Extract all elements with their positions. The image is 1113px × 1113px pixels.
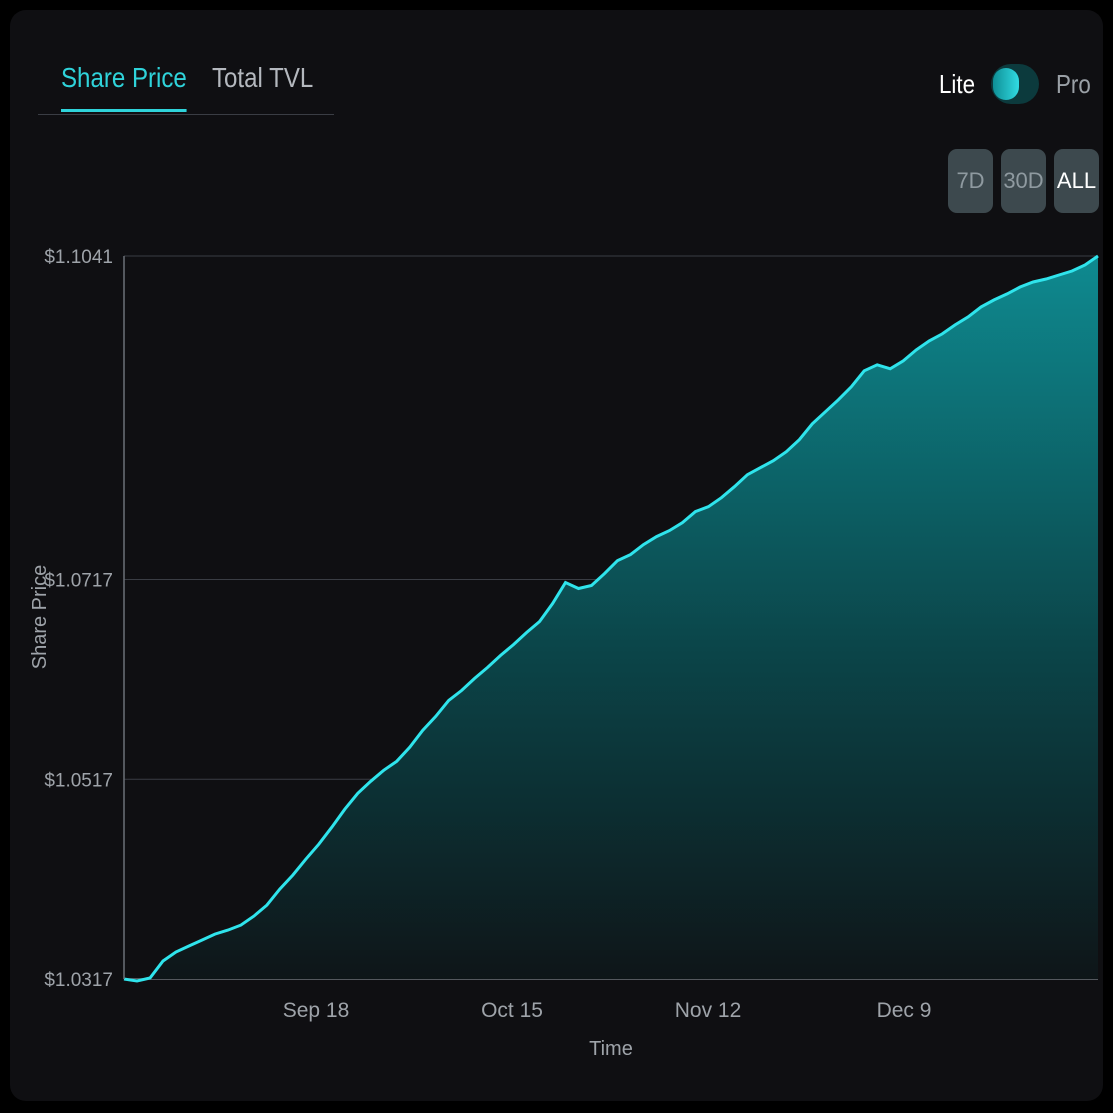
x-tick-label: Dec 9 xyxy=(877,999,932,1022)
switch-knob xyxy=(993,68,1019,100)
range-all-button[interactable]: ALL xyxy=(1054,149,1099,213)
mode-switch[interactable] xyxy=(991,64,1039,104)
pro-label: Pro xyxy=(1056,69,1091,99)
lite-label: Lite xyxy=(939,69,976,99)
y-tick-label: $1.0317 xyxy=(44,970,113,991)
x-tick-label: Sep 18 xyxy=(283,999,350,1022)
y-tick-label: $1.0517 xyxy=(44,770,113,791)
lite-pro-toggle: Lite Pro xyxy=(939,64,1099,104)
y-tick-label: $1.0717 xyxy=(44,571,113,592)
x-tick-label: Nov 12 xyxy=(675,999,742,1022)
share-price-line xyxy=(123,254,1099,983)
range-7d-button[interactable]: 7D xyxy=(948,149,993,213)
tab-share-price[interactable]: Share Price xyxy=(61,56,188,112)
share-price-area xyxy=(124,256,1098,981)
y-tick-label: $1.1041 xyxy=(44,247,113,268)
tab-total-tvl[interactable]: Total TVL xyxy=(212,62,314,93)
x-axis-label: Time xyxy=(589,1038,633,1060)
range-30d-button[interactable]: 30D xyxy=(1001,149,1046,213)
y-axis-label: Share Price xyxy=(29,565,51,670)
x-tick-label: Oct 15 xyxy=(481,999,543,1022)
chart-tabs: Share Price Total TVL xyxy=(38,56,334,115)
